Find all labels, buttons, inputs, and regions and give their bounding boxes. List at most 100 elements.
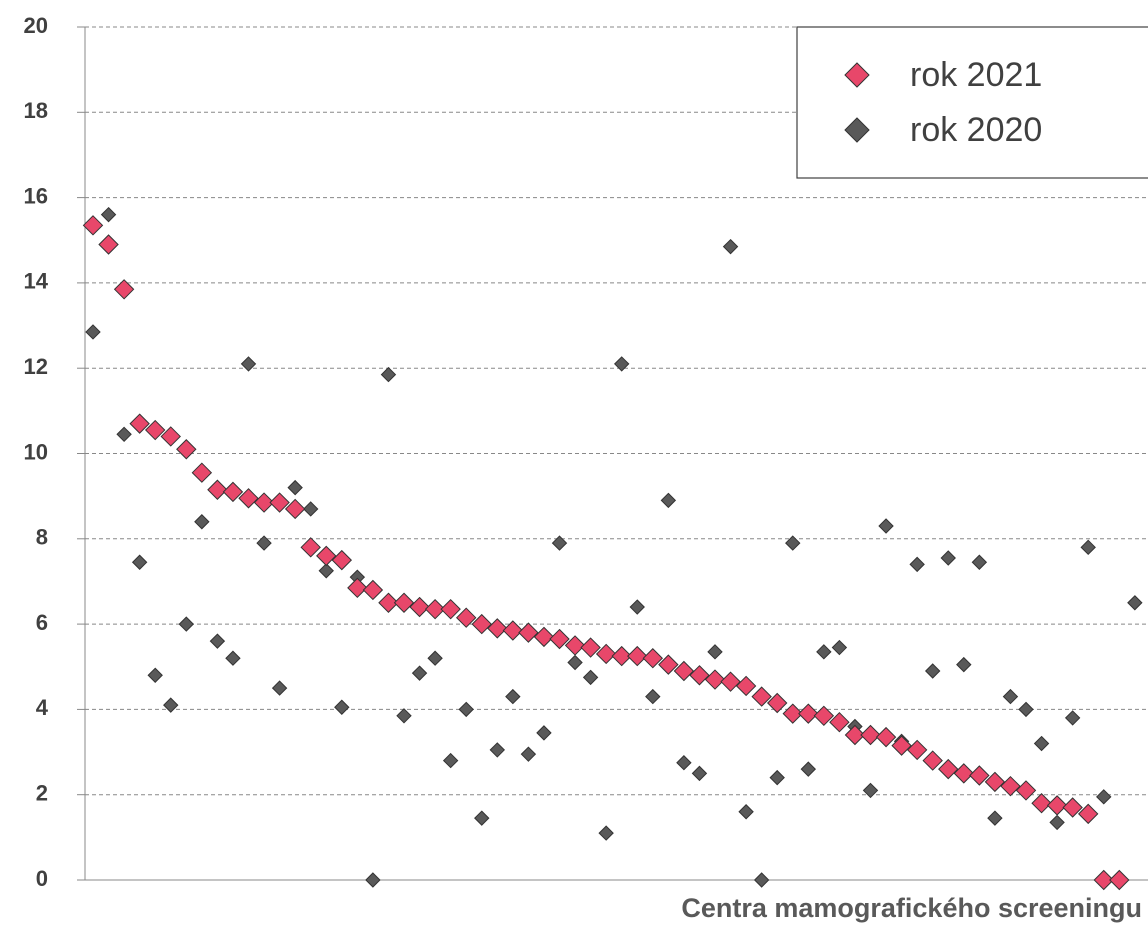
point — [707, 644, 723, 660]
y-tick-label: 14 — [24, 269, 49, 294]
point — [549, 628, 570, 650]
legend-box — [796, 26, 1148, 179]
point — [1080, 539, 1096, 556]
point — [831, 639, 848, 656]
point — [676, 755, 692, 771]
point — [502, 620, 524, 641]
y-tick-label: 2 — [36, 781, 48, 806]
point — [595, 643, 617, 665]
y-tick-label: 18 — [24, 98, 48, 123]
point — [287, 479, 303, 496]
x-axis-label: Centra mamografického screeningu — [681, 893, 1142, 923]
point — [924, 663, 941, 679]
point — [813, 705, 835, 727]
point — [129, 413, 150, 434]
point — [471, 613, 492, 635]
point — [1093, 869, 1114, 891]
point — [222, 481, 244, 503]
point — [284, 498, 306, 520]
point — [1046, 795, 1068, 816]
point — [1077, 803, 1099, 825]
point — [891, 735, 912, 756]
point — [380, 366, 397, 383]
point — [1096, 789, 1112, 805]
point — [1064, 710, 1081, 726]
point — [207, 479, 228, 500]
point — [1002, 688, 1019, 705]
point — [269, 492, 290, 513]
point — [611, 645, 632, 667]
point — [906, 739, 928, 761]
point — [116, 426, 132, 443]
point — [455, 607, 477, 628]
y-tick-label: 16 — [24, 183, 48, 208]
point — [1049, 814, 1065, 831]
point — [551, 535, 568, 551]
point — [424, 598, 446, 620]
point — [956, 656, 972, 673]
point — [735, 675, 757, 697]
y-tick-label: 20 — [24, 13, 48, 38]
point — [238, 488, 259, 509]
point — [969, 765, 990, 786]
point — [953, 763, 975, 784]
point — [673, 660, 695, 682]
point — [409, 596, 430, 618]
y-tick-label: 0 — [36, 866, 48, 891]
point — [753, 872, 770, 888]
point — [829, 711, 850, 733]
point — [987, 810, 1003, 826]
point — [658, 654, 679, 675]
point — [704, 669, 726, 690]
point — [396, 708, 412, 724]
legend-label: rok 2021 — [910, 56, 1042, 94]
point — [860, 724, 881, 746]
point — [720, 671, 741, 692]
point — [984, 771, 1006, 793]
point — [427, 650, 443, 666]
legend-marker — [844, 117, 870, 143]
y-tick-label: 8 — [36, 525, 48, 550]
y-tick-label: 4 — [36, 695, 49, 720]
point — [378, 592, 399, 613]
point — [689, 665, 710, 686]
point — [782, 703, 803, 724]
point — [533, 626, 555, 648]
point — [518, 622, 539, 643]
point — [209, 633, 226, 649]
point — [163, 697, 179, 713]
point — [271, 680, 288, 696]
y-tick-label: 6 — [36, 610, 48, 635]
point — [940, 550, 956, 566]
point — [442, 752, 459, 769]
point — [971, 554, 988, 570]
point — [489, 742, 506, 758]
point — [520, 746, 537, 762]
point — [487, 618, 508, 639]
point — [160, 426, 181, 447]
point — [474, 810, 490, 826]
y-tick-label: 10 — [24, 439, 48, 464]
legend-marker — [844, 62, 870, 88]
point — [191, 462, 213, 483]
point — [627, 645, 648, 667]
point — [300, 537, 321, 558]
point — [738, 804, 754, 820]
point — [691, 765, 708, 782]
point — [909, 556, 925, 573]
point — [1127, 595, 1143, 611]
point — [816, 644, 832, 660]
point — [393, 592, 415, 613]
point — [147, 667, 163, 683]
point — [318, 563, 334, 579]
point — [862, 782, 879, 799]
point — [613, 356, 630, 372]
point — [458, 701, 474, 718]
point — [536, 725, 552, 741]
point — [769, 769, 785, 786]
point — [82, 215, 104, 236]
point — [194, 514, 210, 530]
point — [938, 758, 959, 780]
legend-label: rok 2020 — [910, 111, 1042, 149]
